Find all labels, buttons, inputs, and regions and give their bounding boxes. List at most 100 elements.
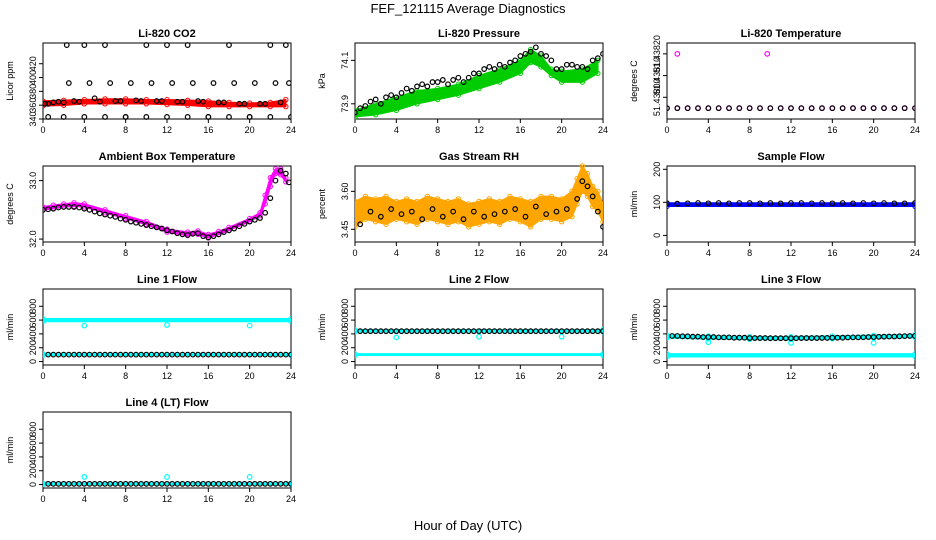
- data-point: [50, 202, 57, 208]
- data-point: [532, 44, 539, 51]
- data-point: [419, 81, 426, 88]
- data-point: [107, 212, 114, 219]
- data-point: [476, 85, 482, 92]
- x-tick-label: 24: [286, 494, 296, 504]
- x-tick-label: 20: [869, 125, 879, 135]
- data-point: [574, 196, 581, 202]
- data-point: [584, 170, 591, 177]
- data-point: [579, 79, 586, 85]
- data-point: [388, 206, 395, 212]
- data-point: [372, 196, 379, 202]
- x-tick-label: 12: [786, 371, 796, 381]
- data-point: [829, 105, 836, 112]
- data-point: [143, 42, 150, 48]
- data-point: [715, 200, 722, 206]
- data-point: [563, 206, 570, 212]
- data-point: [496, 221, 503, 227]
- y-axis-label: ml/min: [629, 314, 639, 341]
- data-point: [860, 200, 867, 206]
- y-tick-label: 600: [28, 313, 38, 328]
- data-point: [158, 98, 165, 104]
- data-point: [246, 103, 253, 110]
- data-point: [839, 200, 846, 206]
- data-point: [424, 216, 431, 222]
- plot-frame: [666, 42, 916, 120]
- series-band: [355, 165, 603, 228]
- data-point: [91, 95, 98, 102]
- x-tick-label: 8: [435, 371, 440, 381]
- data-point: [174, 230, 181, 237]
- x-tick-label: 20: [245, 494, 255, 504]
- data-point: [579, 188, 586, 195]
- data-point: [476, 333, 482, 340]
- y-axis-label: ml/min: [5, 437, 15, 464]
- data-point: [891, 200, 898, 207]
- data-point: [282, 42, 289, 48]
- data-point: [465, 224, 472, 230]
- data-point: [465, 201, 472, 207]
- data-point: [205, 103, 212, 110]
- data-point: [403, 196, 410, 202]
- panel-title: Li-820 CO2: [138, 28, 195, 40]
- data-point: [138, 220, 145, 227]
- data-point: [45, 100, 52, 107]
- plot-area: [43, 166, 291, 241]
- data-point: [584, 66, 591, 72]
- data-point: [558, 79, 565, 85]
- x-tick-label: 8: [123, 494, 128, 504]
- x-tick-label: 24: [910, 248, 920, 258]
- data-point: [594, 55, 601, 62]
- data-point: [569, 213, 575, 220]
- x-tick-label: 20: [245, 371, 255, 381]
- data-point: [460, 79, 467, 85]
- plot-frame: [42, 411, 292, 489]
- data-point: [569, 61, 575, 68]
- x-tick-label: 0: [352, 248, 357, 258]
- data-point: [705, 200, 712, 207]
- data-point: [674, 200, 681, 207]
- y-tick-label: 380: [28, 84, 38, 99]
- panel-6: Sample Flow 0 4 8 12 16 20 24 0 100 200 ml/min: [629, 151, 920, 258]
- data-point: [419, 216, 426, 223]
- data-point: [667, 333, 670, 340]
- data-point: [548, 66, 555, 72]
- x-tick-label: 20: [245, 125, 255, 135]
- data-point: [891, 105, 898, 112]
- data-point: [491, 211, 498, 218]
- plot-area: [43, 474, 291, 488]
- panel-title: Ambient Box Temperature: [99, 151, 236, 163]
- data-point: [226, 227, 232, 234]
- data-point: [476, 70, 482, 77]
- data-point: [764, 50, 771, 57]
- data-point: [450, 208, 457, 215]
- data-point: [272, 177, 279, 184]
- data-point: [288, 318, 291, 325]
- data-point: [912, 105, 915, 112]
- data-point: [912, 351, 915, 357]
- data-point: [470, 70, 477, 77]
- data-point: [507, 193, 513, 200]
- data-point: [439, 213, 446, 220]
- data-point: [850, 105, 856, 112]
- data-point: [102, 114, 108, 120]
- data-point: [148, 80, 155, 86]
- data-point: [408, 208, 415, 215]
- x-tick-label: 12: [474, 125, 484, 135]
- data-point: [143, 222, 150, 228]
- data-point: [81, 322, 88, 329]
- data-point: [43, 206, 46, 213]
- y-tick-label: 0: [28, 359, 38, 364]
- data-point: [901, 200, 908, 207]
- x-tick-label: 16: [515, 125, 525, 135]
- x-tick-label: 20: [245, 248, 255, 258]
- data-point: [538, 216, 544, 222]
- data-point: [594, 208, 601, 215]
- data-point: [362, 103, 369, 109]
- data-point: [60, 102, 67, 108]
- data-point: [517, 70, 524, 77]
- data-point: [870, 200, 877, 207]
- data-point: [553, 208, 560, 215]
- data-point: [808, 200, 815, 207]
